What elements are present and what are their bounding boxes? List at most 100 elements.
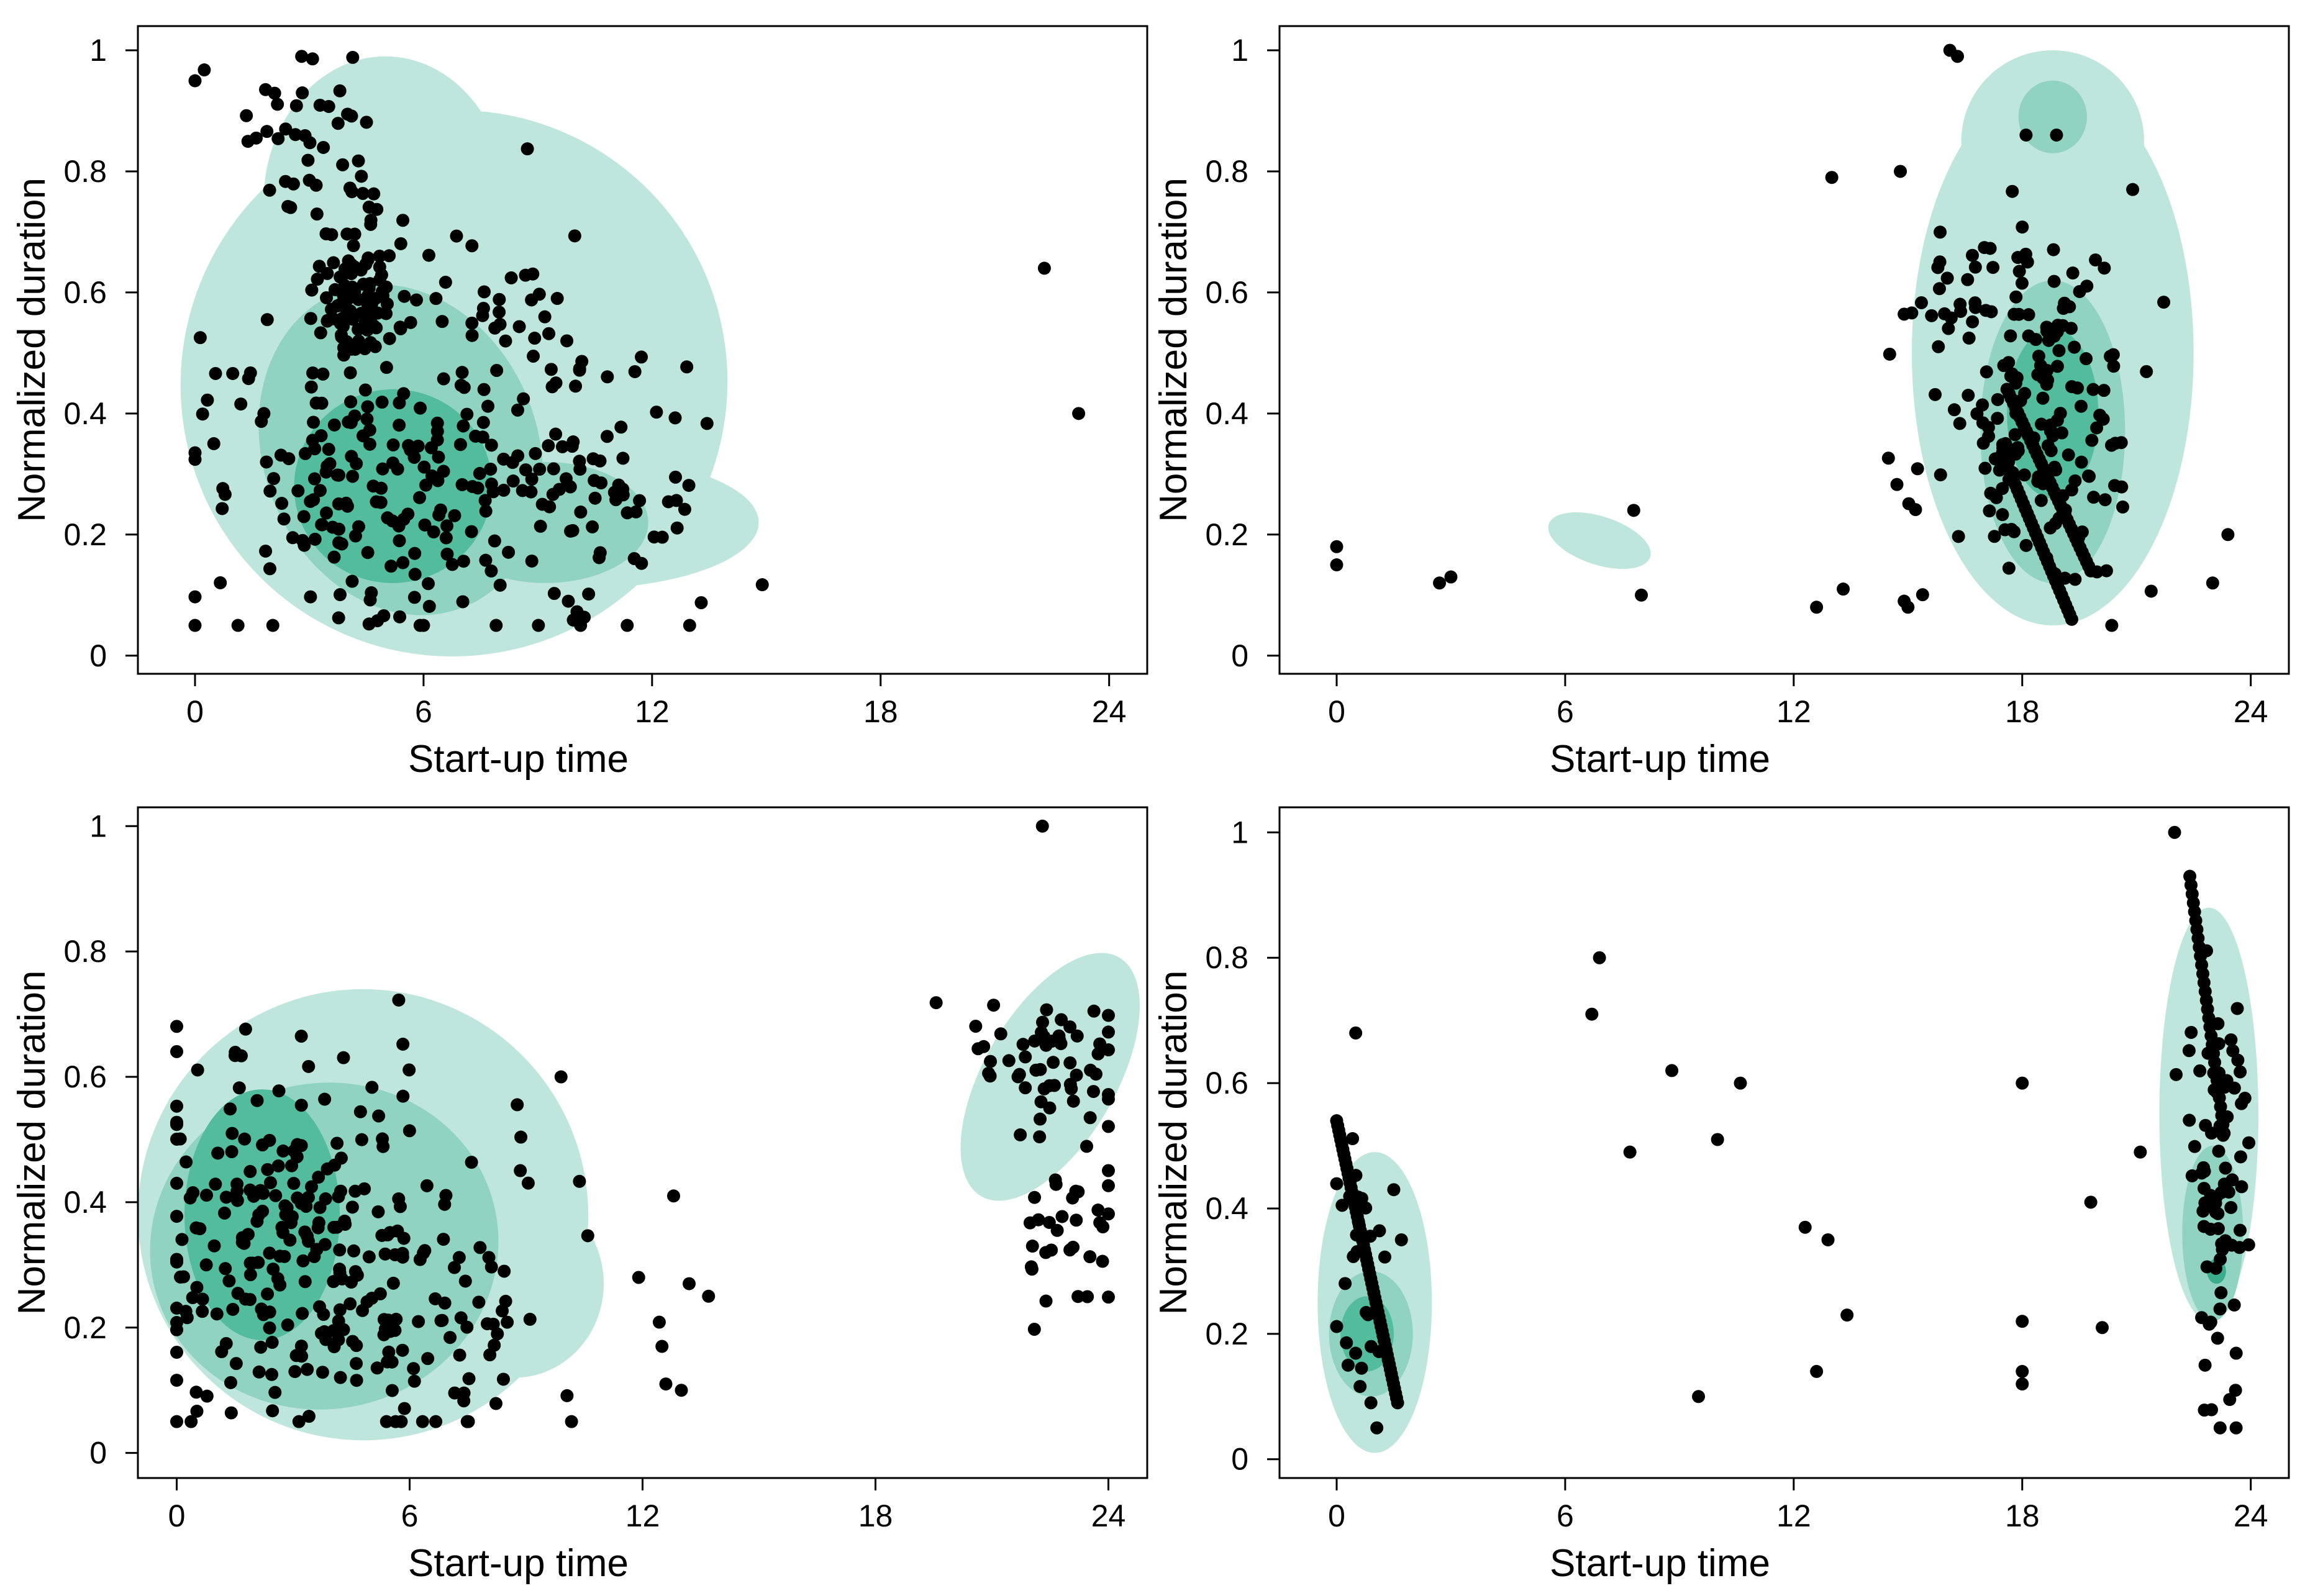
data-point [263, 562, 276, 576]
data-point [391, 1224, 404, 1238]
data-point [1825, 171, 1839, 184]
data-point [987, 999, 1001, 1012]
data-point [271, 1159, 285, 1172]
data-point [1934, 468, 1947, 482]
data-point [1002, 1054, 1016, 1068]
data-point [396, 1343, 409, 1357]
data-point [2242, 1136, 2256, 1149]
x-tick-label: 24 [2234, 694, 2268, 729]
x-tick-label: 12 [635, 694, 670, 729]
data-point [1014, 1128, 1027, 1141]
data-point [360, 412, 374, 426]
data-point [2055, 426, 2068, 440]
y-tick-label: 0.6 [1205, 1066, 1248, 1100]
data-point [380, 361, 393, 374]
data-point [2008, 428, 2022, 442]
data-point [282, 452, 296, 466]
data-point [454, 1311, 468, 1325]
data-point [929, 996, 943, 1010]
data-point [1349, 1026, 1363, 1040]
data-point [1916, 588, 1929, 602]
data-point [291, 484, 305, 497]
data-point [1071, 1290, 1085, 1304]
data-point [2198, 1164, 2211, 1178]
data-point [321, 314, 334, 328]
x-tick-label: 18 [863, 694, 898, 729]
data-point [256, 1204, 270, 1218]
data-point [198, 63, 211, 77]
data-point [362, 617, 376, 631]
data-point [218, 1206, 232, 1220]
y-axis-label: Normalized duration [1152, 971, 1195, 1315]
data-point [1055, 1013, 1068, 1027]
data-point [356, 1304, 370, 1317]
data-point [2051, 319, 2065, 332]
data-point [334, 1371, 347, 1384]
data-point [1734, 1076, 1747, 1090]
data-point [1966, 315, 1980, 329]
data-point [257, 407, 271, 420]
data-point [680, 360, 694, 374]
data-point [301, 153, 315, 167]
data-point [1024, 1260, 1038, 1274]
data-point [266, 619, 280, 632]
data-point [514, 1130, 528, 1144]
data-point [316, 367, 330, 381]
data-point [239, 1292, 252, 1306]
data-point [355, 1133, 368, 1146]
data-point [404, 315, 417, 329]
data-point [425, 469, 439, 483]
data-point [1048, 1079, 1062, 1092]
data-point [358, 383, 372, 397]
data-point [243, 1164, 257, 1178]
data-point [307, 472, 321, 486]
data-point [332, 611, 345, 625]
data-point [2224, 1033, 2238, 1046]
data-point [331, 117, 345, 130]
data-point [189, 1385, 203, 1399]
data-point [189, 1221, 203, 1235]
data-point [413, 491, 427, 504]
data-point [448, 1261, 461, 1274]
data-point [465, 1156, 478, 1169]
data-point [295, 1349, 309, 1363]
data-point [1378, 1250, 1391, 1264]
data-point [527, 350, 540, 363]
data-point [2080, 352, 2093, 366]
data-point [1665, 1064, 1679, 1077]
data-point [319, 227, 333, 241]
data-point [694, 596, 708, 609]
data-point [2086, 383, 2100, 396]
data-point [1898, 594, 1911, 608]
data-point [421, 1352, 435, 1366]
data-point [1035, 819, 1049, 833]
data-point [1339, 1277, 1352, 1290]
data-point [437, 372, 450, 386]
data-point [2009, 447, 2022, 461]
data-point [396, 556, 410, 569]
data-point [352, 520, 365, 533]
data-point [499, 334, 512, 348]
data-point [402, 1063, 416, 1077]
density-contours [180, 56, 759, 657]
data-point [2144, 584, 2158, 598]
data-point [398, 1402, 411, 1415]
data-point [1692, 1390, 1706, 1403]
data-point [1102, 1009, 1115, 1022]
data-point [2032, 350, 2045, 363]
data-point [573, 455, 586, 468]
data-point [458, 1274, 472, 1288]
data-point [669, 470, 683, 484]
data-point [249, 131, 263, 145]
data-point [1349, 1346, 1363, 1360]
data-point [478, 494, 492, 507]
data-point [2016, 1364, 2029, 1378]
data-point [276, 1226, 289, 1240]
data-point [230, 1177, 244, 1191]
data-point [321, 460, 334, 473]
data-point [755, 578, 769, 592]
data-point [352, 292, 365, 306]
data-point [407, 591, 421, 604]
data-point [439, 275, 452, 289]
data-point [2217, 1127, 2231, 1140]
